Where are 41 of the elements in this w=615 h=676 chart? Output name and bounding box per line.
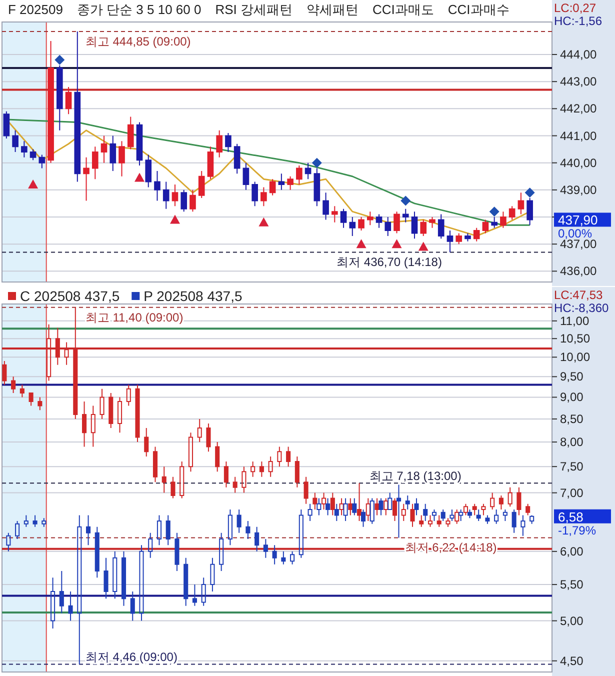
text: LC:0,27 [554,1,596,15]
y-tick-label: 8,50 [560,412,584,426]
ref-line-label: 최고 7,18 (13:00) [369,469,462,484]
y-tick-label: 8,00 [560,435,584,450]
text: F 202509 [8,2,63,17]
y-tick-label: 5,00 [560,614,584,628]
y-tick-label: 439,00 [560,182,598,197]
y-tick-label: 10,00 [560,350,590,364]
y-tick-label: 444,00 [560,48,598,62]
y-tick-label: 436,00 [560,264,598,278]
text: CCI과매도 [372,2,434,17]
y-tick-label: 10,50 [560,332,590,346]
legend-label: P 202508 437,5 [144,288,242,304]
y-tick-label: 7,50 [560,460,584,474]
text: LC:47,53 [554,288,604,302]
legend-label: C 202508 437,5 [20,288,120,304]
text: 437,90 [558,212,598,228]
y-tick-label: 4,50 [560,654,584,668]
y-tick-label: 440,00 [560,156,598,170]
y-tick-label: 441,00 [560,128,598,143]
text: CCI과매수 [448,2,510,17]
ref-line-label: 최고 444,85 (09:00) [85,34,191,48]
ref-line-label: 최고 11,40 (09:00) [85,310,184,324]
text: HC:-1,56 [554,14,602,28]
ref-line-label: 최저 4,46 (09:00) [85,650,178,664]
text: HC:-8,360 [554,301,610,315]
y-tick-label: 9,00 [560,390,584,404]
y-tick-label: 11,00 [560,314,590,328]
y-tick-label: 7,00 [560,486,584,500]
text: -1,79% [558,523,596,538]
text: 종가 단순 3 5 10 60 0 [76,2,202,17]
text: 0,00% [558,226,592,241]
y-tick-label: 5,50 [560,578,584,592]
y-tick-label: 9,50 [560,370,584,384]
ref-line-label: 최저 436,70 (14:18) [336,255,442,270]
text: RSI 강세패턴 [215,2,293,17]
y-tick-label: 443,00 [560,74,598,89]
text: 6,58 [558,509,584,524]
y-tick-label: 442,00 [560,102,598,116]
text: 약세패턴 [306,2,359,17]
y-tick-label: 6,00 [560,544,584,558]
